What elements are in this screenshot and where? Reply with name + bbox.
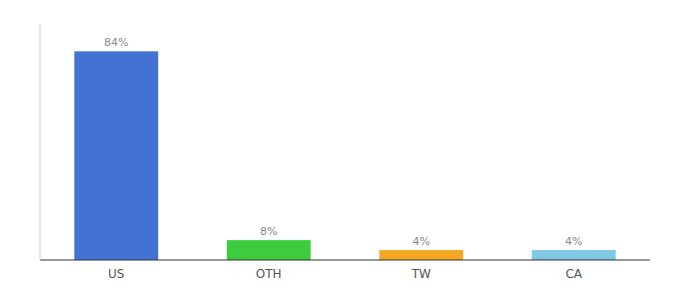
bar bbox=[74, 51, 158, 260]
data-label: 8% bbox=[260, 225, 277, 238]
bar bbox=[227, 240, 311, 260]
x-tick-label: TW bbox=[411, 267, 431, 281]
x-tick-label: US bbox=[108, 267, 124, 281]
data-label: 84% bbox=[104, 36, 128, 49]
chart-container: US OTH TW CA 84% 8% 4% 4% bbox=[0, 0, 680, 300]
x-axis-line bbox=[40, 260, 650, 261]
chart: US OTH TW CA 84% 8% 4% 4% bbox=[0, 0, 680, 300]
data-label: 4% bbox=[413, 235, 430, 248]
bar bbox=[532, 250, 616, 260]
x-tick-label: CA bbox=[565, 267, 582, 281]
x-tick-label: OTH bbox=[256, 267, 282, 281]
bar bbox=[379, 250, 463, 260]
bars bbox=[74, 51, 615, 260]
y-axis-line bbox=[40, 24, 41, 260]
data-label: 4% bbox=[565, 235, 582, 248]
